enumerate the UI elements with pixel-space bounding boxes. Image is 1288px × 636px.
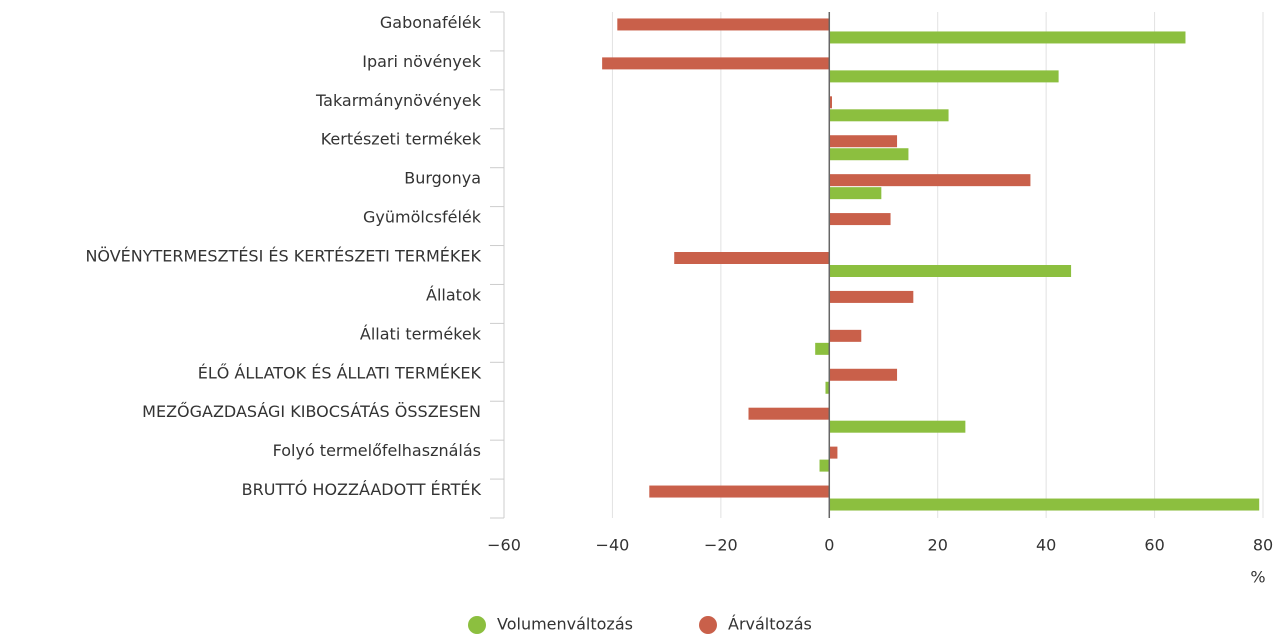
bar: [829, 213, 891, 226]
y-tick-label: Gabonafélék: [380, 13, 482, 32]
y-tick-label: Folyó termelőfelhasználás: [273, 441, 481, 460]
legend-marker: [468, 616, 486, 634]
bar: [602, 57, 830, 70]
bar: [819, 459, 830, 472]
bar: [829, 420, 966, 433]
bar: [829, 70, 1059, 83]
bar: [829, 368, 898, 381]
y-tick-label: MEZŐGAZDASÁGI KIBOCSÁTÁS ÖSSZESEN: [142, 401, 481, 421]
y-tick-label: Állati termékek: [360, 324, 482, 343]
bar: [829, 329, 862, 342]
legend-marker: [699, 616, 717, 634]
bar: [829, 290, 914, 303]
y-tick-label: ÉLŐ ÁLLATOK ÉS ÁLLATI TERMÉKEK: [198, 362, 482, 382]
bar: [825, 381, 830, 394]
bar: [815, 342, 830, 355]
bar: [674, 252, 830, 264]
y-tick-label: BRUTTÓ HOZZÁADOTT ÉRTÉK: [242, 480, 482, 499]
bar: [829, 31, 1186, 44]
bar: [829, 148, 909, 161]
x-tick-label: 40: [1036, 536, 1056, 555]
y-tick-label: Takarmánynövények: [315, 91, 482, 110]
bar: [829, 265, 1072, 277]
bar: [829, 174, 1031, 187]
bar: [649, 485, 830, 498]
y-tick-label: Gyümölcsfélék: [363, 208, 482, 227]
bar: [829, 135, 898, 148]
x-tick-label: −60: [487, 536, 521, 555]
x-tick-label: −40: [596, 536, 630, 555]
x-axis-label: %: [1250, 568, 1265, 587]
x-tick-label: −20: [704, 536, 738, 555]
x-tick-label: 60: [1144, 536, 1164, 555]
y-tick-label: Kertészeti termékek: [321, 130, 482, 149]
bar: [748, 407, 830, 420]
legend-label: Árváltozás: [728, 615, 812, 634]
bar: [829, 187, 882, 200]
bar: [829, 498, 1260, 511]
bar: [617, 18, 830, 31]
bar: [829, 96, 832, 109]
x-tick-label: 20: [928, 536, 948, 555]
y-tick-label: NÖVÉNYTERMESZTÉSI ÉS KERTÉSZETI TERMÉKEK: [85, 247, 481, 266]
x-tick-label: 0: [824, 536, 834, 555]
bar: [829, 109, 949, 122]
bar: [829, 446, 838, 459]
y-tick-label: Állatok: [426, 285, 482, 304]
y-tick-label: Ipari növények: [362, 52, 481, 71]
y-tick-label: Burgonya: [404, 169, 481, 188]
x-tick-label: 80: [1253, 536, 1273, 555]
legend-label: Volumenváltozás: [497, 615, 633, 634]
